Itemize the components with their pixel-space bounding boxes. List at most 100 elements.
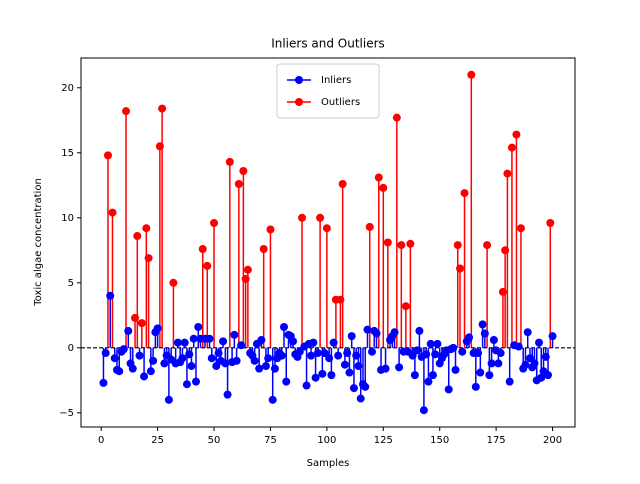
stem-marker: [516, 224, 525, 233]
stem-marker: [259, 245, 268, 254]
stem-marker: [460, 189, 469, 198]
stem-marker: [458, 347, 467, 356]
stem-marker: [449, 343, 458, 352]
stem-marker: [541, 352, 550, 361]
stem-marker: [128, 364, 137, 373]
stem-marker: [131, 313, 140, 322]
stem-marker: [433, 339, 442, 348]
stem-marker: [298, 213, 307, 222]
stem-marker: [485, 371, 494, 380]
y-axis-label: Toxic algae concentration: [33, 178, 44, 307]
legend-marker: [295, 98, 303, 106]
x-tick-label: 175: [487, 435, 506, 446]
x-tick-label: 75: [264, 435, 277, 446]
stem-marker: [295, 347, 304, 356]
stem-marker: [178, 354, 187, 363]
stem-marker: [340, 360, 349, 369]
stem-marker: [397, 241, 406, 250]
stem-marker: [230, 330, 239, 339]
stem-marker: [422, 350, 431, 359]
stem-marker: [544, 371, 553, 380]
stem-marker: [115, 367, 124, 376]
stem-marker: [505, 377, 514, 386]
stem-marker: [467, 70, 476, 79]
stem-marker: [413, 346, 422, 355]
stem-marker: [101, 349, 110, 358]
stem-marker: [343, 349, 352, 358]
stem-marker: [392, 113, 401, 122]
stem-marker: [266, 225, 275, 234]
stem-marker: [365, 222, 374, 231]
stem-marker: [465, 333, 474, 342]
stem-marker: [390, 328, 399, 337]
stem-marker: [363, 325, 372, 334]
stem-marker: [289, 337, 298, 346]
stem-marker: [451, 365, 460, 374]
stem-marker: [507, 143, 516, 152]
stem-marker: [453, 241, 462, 250]
stem-marker: [372, 329, 381, 338]
stem-marker: [419, 406, 428, 415]
stem-marker: [207, 354, 216, 363]
stem-marker: [270, 364, 279, 373]
stem-marker: [320, 349, 329, 358]
stem-marker: [103, 151, 112, 160]
stem-marker: [191, 377, 200, 386]
legend-marker: [295, 76, 303, 84]
stem-marker: [361, 382, 370, 391]
stem-marker: [383, 238, 392, 247]
stem-marker: [410, 371, 419, 380]
stem-marker: [135, 351, 144, 360]
stem-marker: [187, 362, 196, 371]
stem-marker: [194, 323, 203, 332]
stem-marker: [279, 323, 288, 332]
stem-marker: [327, 371, 336, 380]
stem-marker: [232, 356, 241, 365]
stem-marker: [379, 183, 388, 192]
stem-marker: [137, 319, 146, 328]
stem-marker: [474, 349, 483, 358]
stem-marker: [494, 359, 503, 368]
chart-title: Inliers and Outliers: [271, 37, 385, 51]
stem-marker: [401, 302, 410, 311]
stem-marker: [489, 336, 498, 345]
stem-marker: [140, 372, 149, 381]
stem-marker: [548, 332, 557, 341]
stem-marker: [277, 351, 286, 360]
stem-marker: [234, 179, 243, 188]
x-axis-label: Samples: [307, 458, 350, 469]
stem-marker: [264, 354, 273, 363]
stem-marker: [122, 107, 131, 116]
stem-marker: [257, 336, 266, 345]
stem-marker: [431, 350, 440, 359]
stem-marker: [237, 341, 246, 350]
stem-marker: [255, 364, 264, 373]
stem-marker: [349, 384, 358, 393]
y-tick-label: 20: [61, 83, 74, 94]
y-tick-label: −5: [59, 408, 74, 419]
stem-marker: [374, 173, 383, 182]
stem-marker: [219, 337, 228, 346]
stem-marker: [144, 254, 153, 263]
stem-marker: [198, 245, 207, 254]
stem-marker: [512, 130, 521, 139]
stem-marker: [210, 218, 219, 227]
stem-marker: [444, 385, 453, 394]
stem-marker: [99, 378, 108, 387]
stem-marker: [155, 142, 164, 151]
x-tick-label: 25: [151, 435, 164, 446]
stem-marker: [214, 349, 223, 358]
stem-marker: [318, 369, 327, 378]
stem-marker: [546, 218, 555, 227]
y-tick-label: 15: [61, 148, 74, 159]
stem-marker: [406, 239, 415, 248]
legend-label: Inliers: [321, 75, 351, 86]
stem-marker: [354, 362, 363, 371]
stem-marker: [471, 382, 480, 391]
stem-marker: [514, 342, 523, 351]
stem-marker: [160, 359, 169, 368]
stem-marker: [352, 351, 361, 360]
stem-marker: [408, 351, 417, 360]
stem-marker: [169, 278, 178, 287]
